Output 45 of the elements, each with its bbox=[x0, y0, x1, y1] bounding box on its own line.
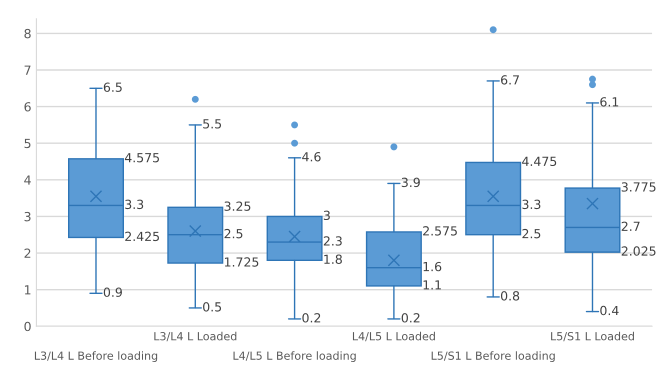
annotation: 3.3 bbox=[125, 200, 144, 210]
y-tick-label: 1 bbox=[24, 285, 30, 294]
y-tick-label: 4 bbox=[24, 175, 31, 185]
annotation: 4.475 bbox=[522, 156, 556, 166]
annotation: 3.9 bbox=[402, 178, 420, 188]
annotation: 3.25 bbox=[224, 201, 250, 211]
annotation: 3.3 bbox=[522, 200, 540, 210]
annotation: 0.9 bbox=[104, 287, 122, 297]
annotation: 2.025 bbox=[622, 246, 656, 256]
annotation: 1.1 bbox=[424, 280, 441, 290]
annotation: 2.5 bbox=[224, 228, 242, 238]
annotation: 4.575 bbox=[124, 153, 159, 162]
y-tick-label: 0 bbox=[24, 322, 31, 332]
annotation: 0.2 bbox=[402, 313, 420, 323]
y-tick-label: 2 bbox=[24, 248, 30, 258]
annotation: 1.725 bbox=[224, 257, 258, 267]
x-tick-label: L3/L4 L Loaded bbox=[154, 332, 236, 342]
annotation: 4.6 bbox=[302, 152, 321, 162]
annotation: 2.5 bbox=[522, 228, 540, 238]
x-tick-label: L3/L4 L Before loading bbox=[34, 351, 158, 362]
y-tick-label: 5 bbox=[24, 138, 30, 148]
annotation: 2.425 bbox=[125, 232, 159, 242]
annotation: 3 bbox=[324, 210, 330, 220]
y-tick-label: 7 bbox=[24, 66, 30, 75]
annotation: 6.1 bbox=[600, 97, 618, 107]
x-tick-label: L5/S1 L Loaded bbox=[551, 332, 634, 342]
annotation: 5.5 bbox=[203, 119, 222, 129]
annotation: 2.575 bbox=[423, 226, 457, 236]
annotation: 0.8 bbox=[500, 291, 520, 301]
y-tick-label: 6 bbox=[24, 102, 31, 112]
annotation: 0.4 bbox=[600, 306, 619, 316]
x-tick-label: L5/S1 L Before loading bbox=[432, 351, 555, 362]
y-tick-label: 3 bbox=[24, 212, 31, 222]
y-tick-label: 8 bbox=[24, 28, 31, 38]
x-tick-label: L4/L5 L Loaded bbox=[352, 332, 435, 342]
x-tick-label: L4/L5 L Before loading bbox=[234, 351, 356, 362]
annotation: 2.7 bbox=[622, 222, 640, 231]
annotation: 3.775 bbox=[622, 182, 656, 192]
annotation: 2.3 bbox=[324, 236, 342, 246]
annotation: 0.5 bbox=[203, 302, 222, 312]
annotation: 1.6 bbox=[424, 262, 442, 272]
annotation: 1.8 bbox=[324, 254, 342, 264]
annotation: 6.5 bbox=[104, 82, 122, 92]
annotation: 6.7 bbox=[501, 75, 519, 85]
annotation: 0.2 bbox=[302, 313, 320, 323]
